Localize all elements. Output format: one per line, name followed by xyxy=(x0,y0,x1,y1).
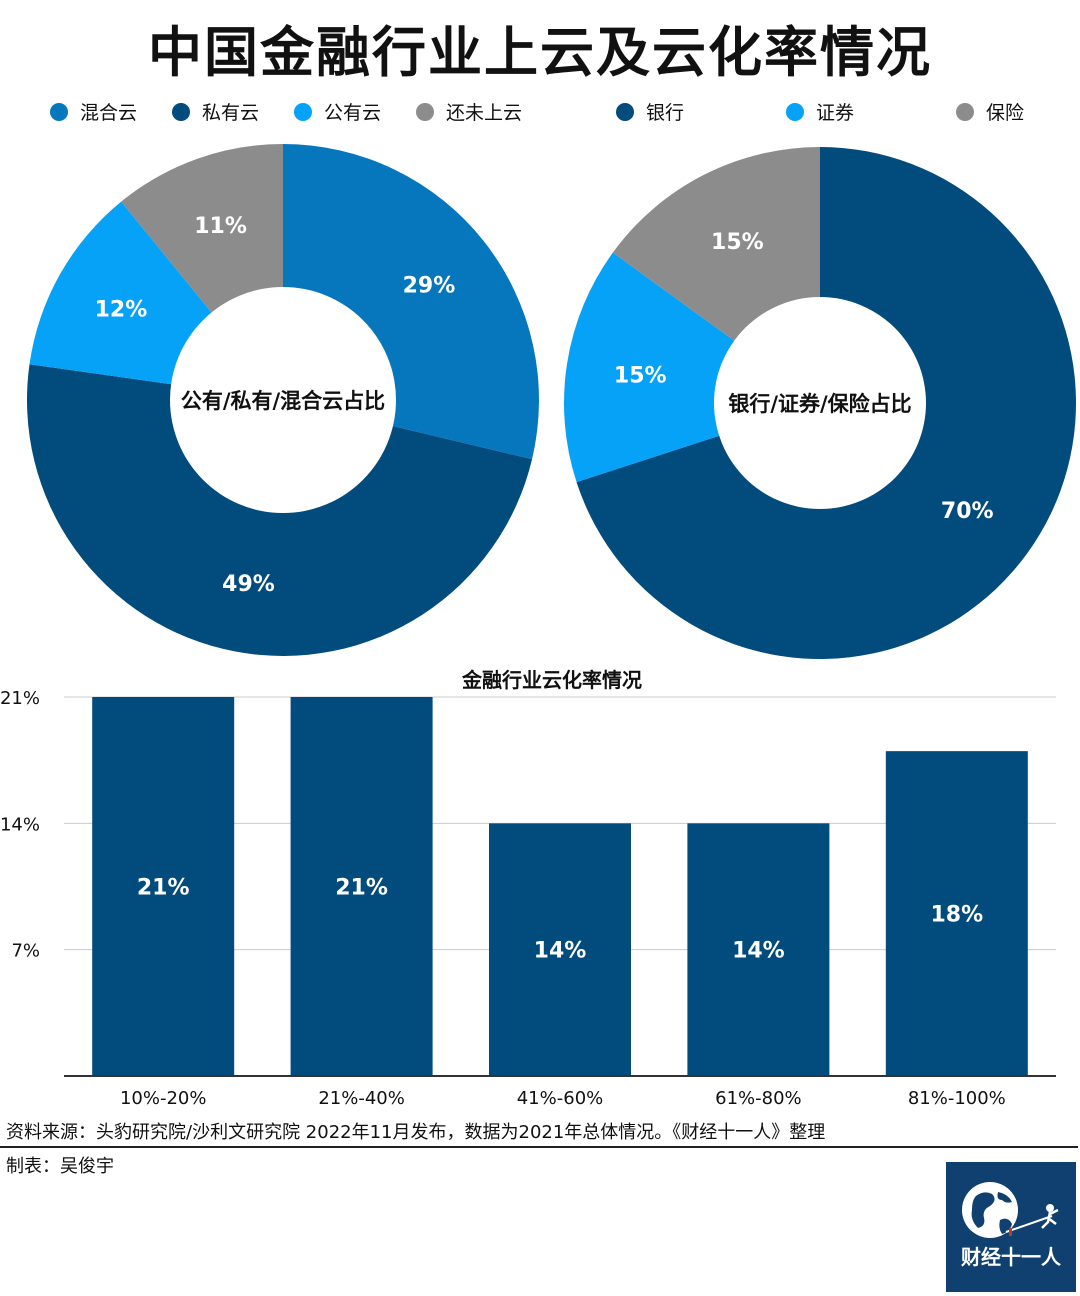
divider xyxy=(0,1146,1078,1148)
legend-swatch xyxy=(416,102,434,121)
cloud-type-pie-center-label: 公有/私有/混合云占比 xyxy=(181,389,385,413)
x-tick-label: 81%-100% xyxy=(908,1088,1006,1109)
legend-item-public: 公有云 xyxy=(294,98,381,125)
x-tick-label: 41%-60% xyxy=(517,1088,604,1109)
legend-label: 还未上云 xyxy=(446,102,523,124)
legend-item-bank: 银行 xyxy=(616,98,684,125)
legend-item-private: 私有云 xyxy=(172,98,259,125)
sector-pie-hole xyxy=(714,297,926,509)
charts-canvas: 29% 49% 12% 11% 公有/私有/混合云占比 70% 15% 15% 银行/证券/保险… xyxy=(0,144,1076,1109)
legend-swatch xyxy=(956,102,974,121)
source-note: 资料来源：头豹研究院/沙利文研究院 2022年11月发布，数据为2021年总体情… xyxy=(6,1122,826,1143)
sector-pie-slice-label: 15% xyxy=(711,230,764,255)
sector-pie-center-label: 银行/证券/保险占比 xyxy=(728,392,911,416)
cloud-type-pie-slice-label: 29% xyxy=(403,274,456,299)
legend-swatch xyxy=(50,102,68,121)
cloud-type-pie-hole xyxy=(170,287,396,513)
bar xyxy=(489,823,631,1076)
bar xyxy=(687,823,830,1076)
cloud-type-pie-slice-label: 11% xyxy=(194,214,247,239)
maker-note: 制表：吴俊宇 xyxy=(6,1156,114,1177)
legend-label: 公有云 xyxy=(324,102,382,124)
bar xyxy=(885,751,1028,1076)
legend-item-none: 还未上云 xyxy=(416,98,522,125)
page-title: 中国金融行业上云及云化率情况 xyxy=(148,21,932,84)
bar-chart-title: 金融行业云化率情况 xyxy=(461,668,642,692)
legend-item-securities: 证券 xyxy=(786,98,854,125)
bar xyxy=(290,697,433,1076)
legend-swatch xyxy=(172,102,190,121)
legend-label: 证券 xyxy=(816,102,855,124)
x-tick-label: 61%-80% xyxy=(715,1088,802,1109)
legend-item-hybrid: 混合云 xyxy=(50,98,137,125)
brand-logo: 财经十一人 xyxy=(946,1162,1076,1292)
bar-value-label: 14% xyxy=(732,939,785,964)
x-tick-label: 21%-40% xyxy=(318,1088,405,1109)
bar-value-label: 21% xyxy=(335,876,388,901)
sector-pie-slice-label: 70% xyxy=(941,499,994,524)
legend-label: 银行 xyxy=(646,102,685,124)
sector-pie-slice-label: 15% xyxy=(614,364,667,389)
legend-swatch xyxy=(616,102,634,121)
bar-value-label: 18% xyxy=(930,903,983,928)
y-tick-label: 7% xyxy=(11,941,40,962)
bar-value-label: 21% xyxy=(137,876,190,901)
logo-text: 财经十一人 xyxy=(961,1245,1061,1269)
legend-item-insurance: 保险 xyxy=(956,98,1024,125)
sector-pie-slice xyxy=(563,252,820,483)
legend-swatch xyxy=(294,102,312,121)
x-tick-label: 10%-20% xyxy=(120,1088,207,1109)
bar xyxy=(92,697,235,1076)
globe-icon xyxy=(962,1182,1059,1238)
legend-swatch xyxy=(786,102,804,121)
y-tick-label: 14% xyxy=(0,814,40,835)
cloud-type-pie-slice-label: 12% xyxy=(95,298,148,323)
legend-label: 保险 xyxy=(986,102,1025,124)
legend-label: 混合云 xyxy=(80,102,138,124)
bar-value-label: 14% xyxy=(534,939,587,964)
legend-label: 私有云 xyxy=(202,102,260,124)
cloud-type-pie-slice-label: 49% xyxy=(222,572,275,597)
y-tick-label: 21% xyxy=(0,688,40,709)
